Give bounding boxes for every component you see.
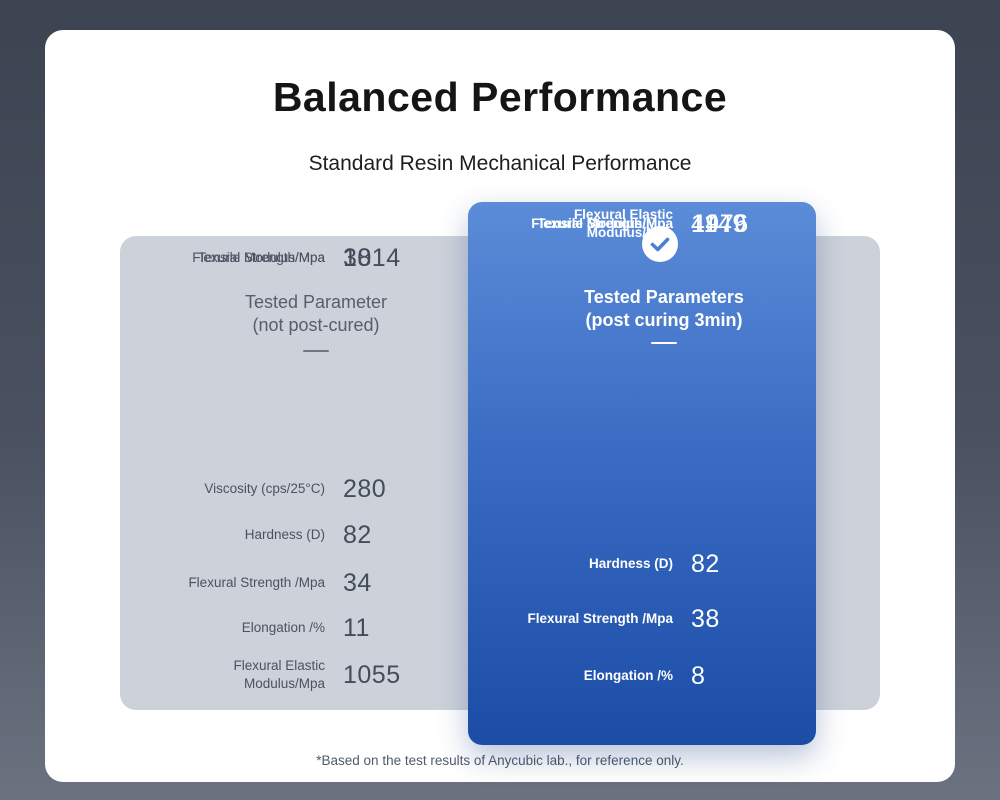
- parameter-label: Flexural Elastic Modulus/Mpa: [233, 658, 325, 691]
- parameter-label: Flexural Modulus/Mpa: [192, 250, 325, 266]
- parameter-value: 1476: [691, 209, 749, 238]
- parameter-label: Flexural Elastic Modulus/Mpa: [573, 207, 673, 240]
- table-row: Hardness (D) 82: [120, 513, 468, 557]
- post-cured-panel: Tested Parameters (post curing 3min) Har…: [468, 202, 816, 745]
- parameter-label: Tensile Strength/Mpa: [537, 216, 673, 232]
- parameter-value: 1014: [343, 243, 401, 272]
- table-row: Tensile Strength/Mpa 49: [468, 202, 816, 246]
- table-row: Flexural Modulus/Mpa 1476: [468, 202, 816, 246]
- post-cured-heading: Tested Parameters (post curing 3min): [468, 286, 816, 332]
- parameter-value: 38: [343, 243, 372, 272]
- heading-line-1: Tested Parameter: [244, 292, 388, 312]
- table-row: Viscosity (cps/25°C) 280: [120, 467, 468, 511]
- content-card: Balanced Performance Standard Resin Mech…: [45, 30, 955, 782]
- parameter-value: 49: [691, 209, 720, 238]
- table-row: Elongation /% 8: [468, 654, 816, 698]
- parameter-value: 82: [691, 549, 720, 578]
- parameter-value: 1149: [691, 209, 747, 238]
- table-row: Flexural Modulus/Mpa 1014: [120, 236, 468, 280]
- parameter-label: Flexural Modulus/Mpa: [531, 216, 673, 232]
- table-row: Elongation /% 11: [120, 606, 468, 650]
- not-post-cured-heading: Tested Parameter (not post-cured): [120, 291, 468, 337]
- parameter-value: 1055: [343, 660, 401, 689]
- table-row: Tensile Strength/Mpa 38: [120, 236, 468, 280]
- heading-dash: [303, 350, 329, 352]
- parameter-value: 82: [343, 520, 372, 549]
- heading-line-2: (not post-cured): [252, 315, 380, 335]
- parameter-value: 280: [343, 474, 387, 503]
- parameter-label: Elongation /%: [583, 668, 673, 684]
- table-row: Flexural Strength /Mpa 38: [468, 597, 816, 641]
- check-circle-icon: [642, 226, 678, 262]
- parameter-label: Hardness (D): [244, 527, 325, 543]
- page-subtitle: Standard Resin Mechanical Performance: [308, 152, 692, 175]
- parameter-label: Viscosity (cps/25°C): [204, 481, 325, 497]
- page-title: Balanced Performance: [272, 74, 728, 120]
- heading-dash: [651, 342, 677, 344]
- parameter-label: Tensile Strength/Mpa: [198, 250, 325, 266]
- table-row: Flexural Elastic Modulus/Mpa 1149: [468, 202, 816, 246]
- parameter-value: 38: [691, 604, 720, 633]
- parameter-label: Elongation /%: [241, 620, 325, 636]
- table-row: Flexural Elastic Modulus/Mpa 1055: [120, 653, 468, 697]
- table-row: Flexural Strength /Mpa 34: [120, 561, 468, 605]
- table-row: Hardness (D) 82: [468, 542, 816, 586]
- parameter-value: 34: [343, 568, 372, 597]
- parameter-label: Flexural Strength /Mpa: [527, 611, 673, 627]
- parameter-label: Flexural Strength /Mpa: [188, 575, 325, 591]
- parameter-value: 8: [691, 661, 706, 690]
- parameter-label: Hardness (D): [588, 556, 673, 572]
- heading-line-2: (post curing 3min): [585, 310, 743, 330]
- footnote: *Based on the test results of Anycubic l…: [316, 753, 684, 768]
- heading-line-1: Tested Parameters: [584, 287, 744, 307]
- parameter-value: 11: [343, 613, 370, 642]
